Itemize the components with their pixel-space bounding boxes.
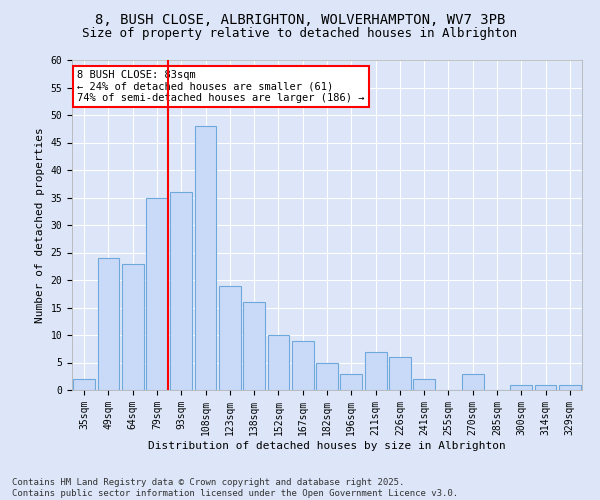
Text: Contains HM Land Registry data © Crown copyright and database right 2025.
Contai: Contains HM Land Registry data © Crown c…	[12, 478, 458, 498]
Bar	[73, 379, 95, 390]
Bar	[365, 352, 386, 390]
Y-axis label: Number of detached properties: Number of detached properties	[35, 127, 45, 323]
Bar	[170, 192, 192, 390]
Bar	[462, 374, 484, 390]
Bar	[559, 384, 581, 390]
Bar	[122, 264, 143, 390]
Bar	[243, 302, 265, 390]
Bar	[97, 258, 119, 390]
Bar	[194, 126, 217, 390]
Bar	[535, 384, 556, 390]
Bar	[389, 357, 411, 390]
Bar	[511, 384, 532, 390]
Bar	[219, 286, 241, 390]
Text: 8, BUSH CLOSE, ALBRIGHTON, WOLVERHAMPTON, WV7 3PB: 8, BUSH CLOSE, ALBRIGHTON, WOLVERHAMPTON…	[95, 12, 505, 26]
X-axis label: Distribution of detached houses by size in Albrighton: Distribution of detached houses by size …	[148, 440, 506, 450]
Text: Size of property relative to detached houses in Albrighton: Size of property relative to detached ho…	[83, 28, 517, 40]
Bar	[413, 379, 435, 390]
Bar	[340, 374, 362, 390]
Bar	[268, 335, 289, 390]
Bar	[316, 362, 338, 390]
Bar	[292, 340, 314, 390]
Text: 8 BUSH CLOSE: 83sqm
← 24% of detached houses are smaller (61)
74% of semi-detach: 8 BUSH CLOSE: 83sqm ← 24% of detached ho…	[77, 70, 365, 103]
Bar	[146, 198, 168, 390]
